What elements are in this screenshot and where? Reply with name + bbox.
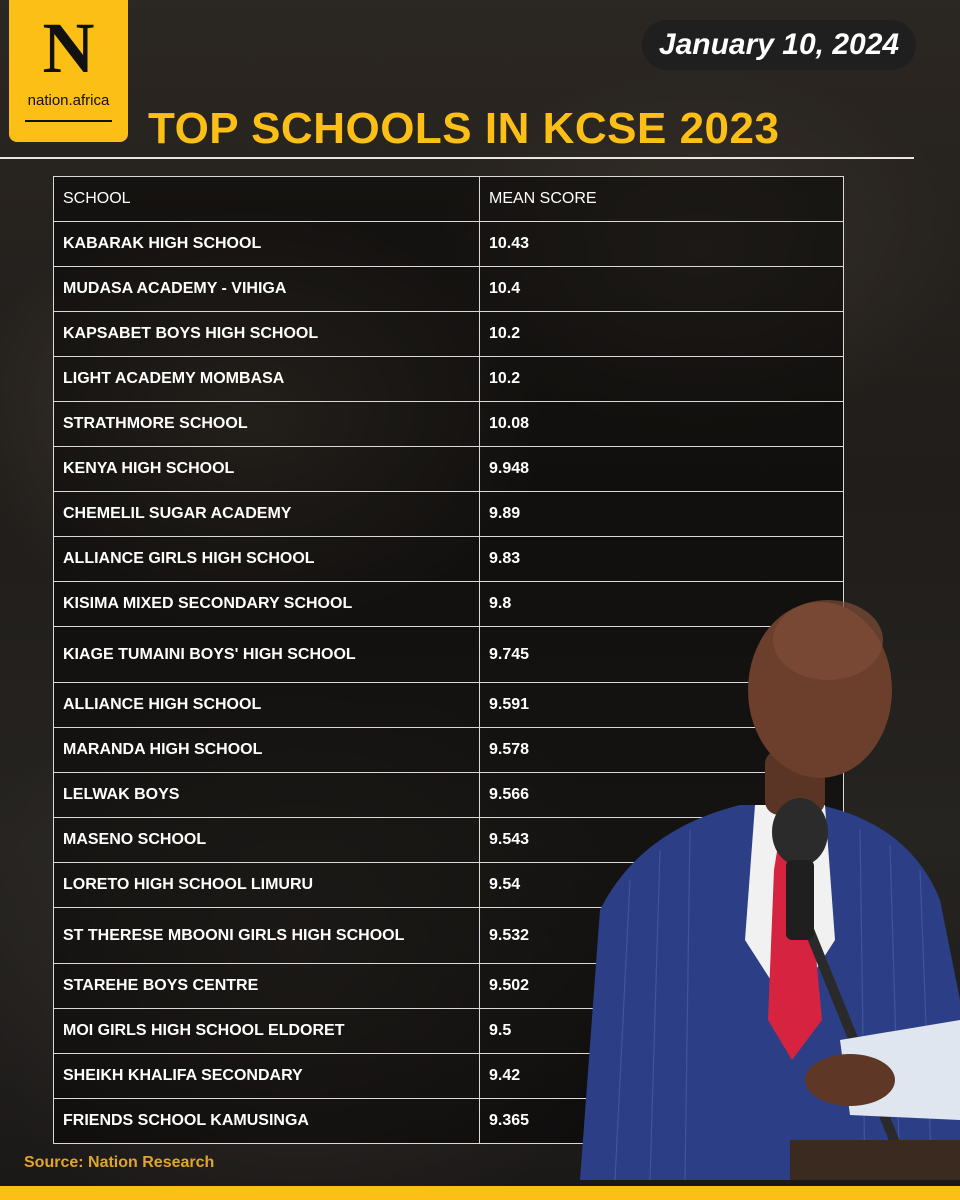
- school-name-cell: ALLIANCE HIGH SCHOOL: [53, 682, 480, 728]
- lectern-shape: [790, 1140, 960, 1180]
- school-name-cell: ST THERESE MBOONI GIRLS HIGH SCHOOL: [53, 907, 480, 964]
- table-row: KABARAK HIGH SCHOOL 10.43: [53, 221, 844, 267]
- school-name-cell: MUDASA ACADEMY - VIHIGA: [53, 266, 480, 312]
- table-row: SHEIKH KHALIFA SECONDARY 9.42: [53, 1053, 844, 1099]
- logo-rule: [25, 120, 112, 122]
- table-row: KAPSABET BOYS HIGH SCHOOL 10.2: [53, 311, 844, 357]
- column-header-school: SCHOOL: [53, 176, 480, 222]
- speaker-photo: [580, 600, 960, 1180]
- school-name-cell: LELWAK BOYS: [53, 772, 480, 818]
- mean-score-cell: 10.2: [479, 356, 844, 402]
- column-header-mean-score: MEAN SCORE: [479, 176, 844, 222]
- school-name-cell: LIGHT ACADEMY MOMBASA: [53, 356, 480, 402]
- table-row: STRATHMORE SCHOOL 10.08: [53, 401, 844, 447]
- hand-shape: [805, 1054, 895, 1106]
- logo-text: nation.africa: [27, 92, 110, 109]
- school-name-cell: KAPSABET BOYS HIGH SCHOOL: [53, 311, 480, 357]
- school-name-cell: CHEMELIL SUGAR ACADEMY: [53, 491, 480, 537]
- mean-score-cell: 10.2: [479, 311, 844, 357]
- school-name-cell: FRIENDS SCHOOL KAMUSINGA: [53, 1098, 480, 1144]
- table-row: KISIMA MIXED SECONDARY SCHOOL 9.8: [53, 581, 844, 627]
- date-badge: January 10, 2024: [642, 20, 916, 70]
- school-name-cell: STAREHE BOYS CENTRE: [53, 963, 480, 1009]
- nation-logo: N nation.africa: [9, 0, 128, 142]
- mean-score-cell: 9.89: [479, 491, 844, 537]
- bottom-accent-bar: [0, 1186, 960, 1200]
- school-name-cell: KISIMA MIXED SECONDARY SCHOOL: [53, 581, 480, 627]
- table-row: CHEMELIL SUGAR ACADEMY 9.89: [53, 491, 844, 537]
- mean-score-cell: 9.948: [479, 446, 844, 492]
- source-note: Source: Nation Research: [24, 1154, 215, 1171]
- logo-letter: N: [42, 8, 95, 88]
- mean-score-cell: 10.08: [479, 401, 844, 447]
- school-name-cell: KABARAK HIGH SCHOOL: [53, 221, 480, 267]
- table-header-row: SCHOOL MEAN SCORE: [53, 176, 844, 222]
- school-name-cell: MOI GIRLS HIGH SCHOOL ELDORET: [53, 1008, 480, 1054]
- title-divider: [0, 157, 914, 159]
- mean-score-cell: 9.83: [479, 536, 844, 582]
- microphone-head: [772, 798, 828, 866]
- mean-score-cell: 10.4: [479, 266, 844, 312]
- school-name-cell: SHEIKH KHALIFA SECONDARY: [53, 1053, 480, 1099]
- table-row: MUDASA ACADEMY - VIHIGA 10.4: [53, 266, 844, 312]
- school-name-cell: KENYA HIGH SCHOOL: [53, 446, 480, 492]
- school-name-cell: ALLIANCE GIRLS HIGH SCHOOL: [53, 536, 480, 582]
- page-title: TOP SCHOOLS IN KCSE 2023: [148, 104, 780, 153]
- table-row: KENYA HIGH SCHOOL 9.948: [53, 446, 844, 492]
- school-name-cell: MASENO SCHOOL: [53, 817, 480, 863]
- school-name-cell: KIAGE TUMAINI BOYS' HIGH SCHOOL: [53, 626, 480, 683]
- school-name-cell: MARANDA HIGH SCHOOL: [53, 727, 480, 773]
- mean-score-cell: 10.43: [479, 221, 844, 267]
- school-name-cell: LORETO HIGH SCHOOL LIMURU: [53, 862, 480, 908]
- table-row: ALLIANCE GIRLS HIGH SCHOOL 9.83: [53, 536, 844, 582]
- school-name-cell: STRATHMORE SCHOOL: [53, 401, 480, 447]
- table-row: LIGHT ACADEMY MOMBASA 10.2: [53, 356, 844, 402]
